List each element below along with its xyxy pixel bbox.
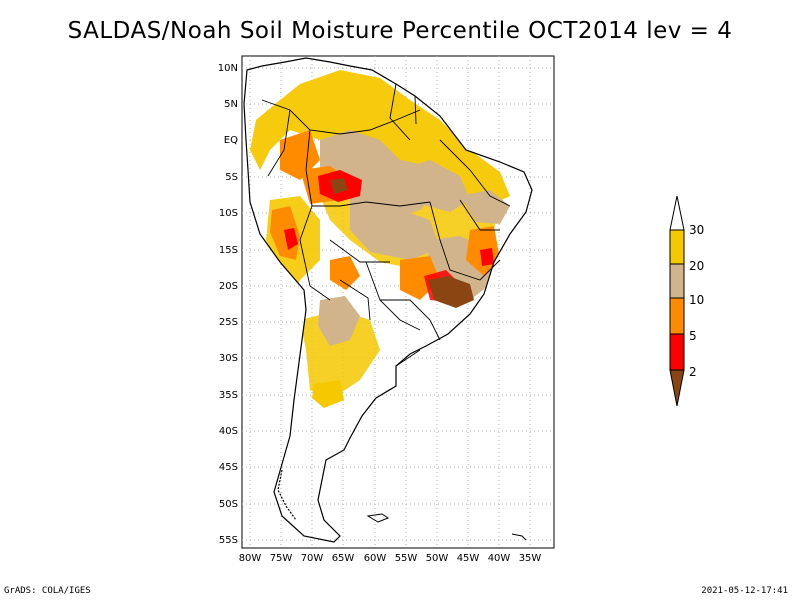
lat-label: 5N [224,99,238,110]
chilean-fjords [277,469,297,521]
south-georgia [511,533,527,541]
legend-swatch-2-5 [669,333,685,371]
legend-label: 2 [689,365,697,379]
lon-label: 80W [239,553,262,564]
latitude-labels: 10N 5N EQ 5S 10S 15S 20S 25S 30S 35S 40S… [218,63,238,546]
lat-label: 25S [219,317,238,328]
lat-label: 30S [219,353,238,364]
grads-credit: GrADS: COLA/IGES [4,586,91,596]
lat-label: 5S [225,172,238,183]
legend-swatch-5-10 [669,297,685,335]
lat-label: 45S [219,462,238,473]
lon-label: 65W [332,553,355,564]
legend-swatch-above-30 [669,195,685,231]
lat-label: 10S [219,208,238,219]
legend-swatch-20-30 [669,229,685,265]
longitude-labels: 80W 75W 70W 65W 60W 55W 50W 45W 40W 35W [239,553,542,564]
lat-label: 20S [219,281,238,292]
legend-swatch-10-20 [669,263,685,299]
lat-label: 55S [219,535,238,546]
lon-label: 55W [395,553,418,564]
lat-label: 10N [218,63,238,74]
legend-swatch-below-2 [669,369,685,407]
map-title: SALDAS/Noah Soil Moisture Percentile OCT… [67,18,733,44]
lat-label: 15S [219,245,238,256]
lon-label: 75W [270,553,293,564]
color-legend: 30 20 10 5 2 [669,195,704,407]
timestamp: 2021-05-12-17:41 [701,586,788,596]
lon-label: 70W [301,553,324,564]
legend-label: 5 [689,329,697,343]
lat-label: 35S [219,390,238,401]
country-borders [261,83,511,367]
lon-label: 60W [364,553,387,564]
lat-label: EQ [224,135,238,146]
legend-label: 30 [689,223,704,237]
lon-label: 35W [519,553,542,564]
lat-label: 50S [219,499,238,510]
lon-label: 50W [426,553,449,564]
lat-label: 40S [219,426,238,437]
falkland-islands [366,513,390,523]
legend-label: 20 [689,259,704,273]
lon-label: 40W [488,553,511,564]
coastline [243,57,533,543]
legend-label: 10 [689,293,704,307]
lon-label: 45W [457,553,480,564]
